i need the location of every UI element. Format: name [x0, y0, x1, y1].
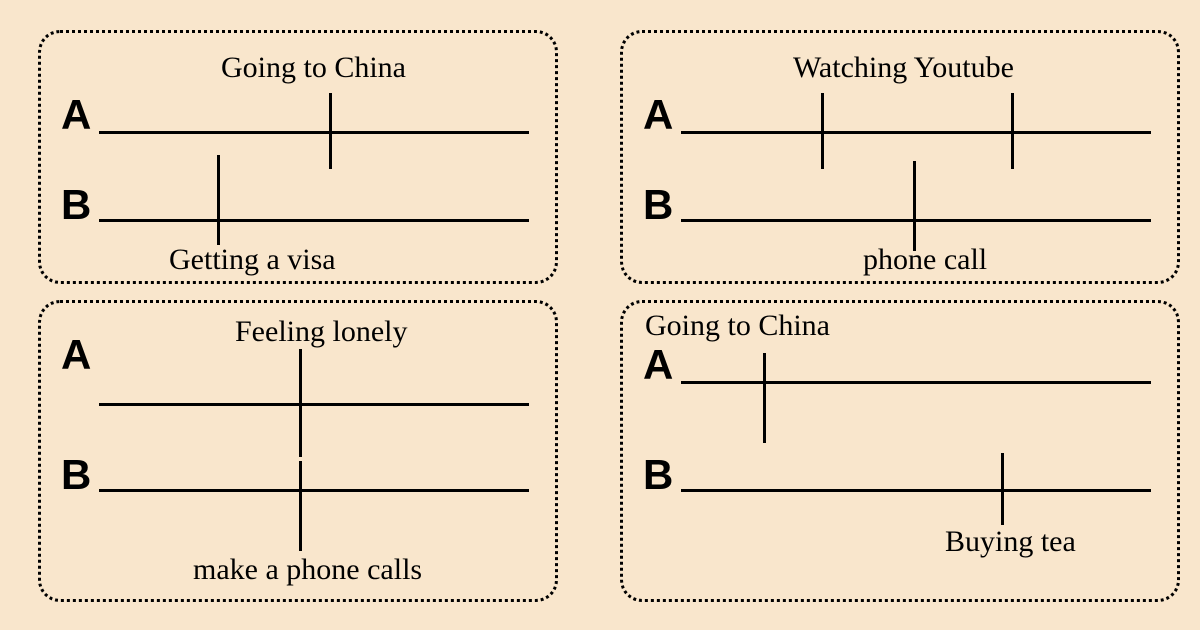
axis-label-a: A [643, 91, 673, 139]
event-label: make a phone calls [193, 553, 422, 587]
timeline-line [681, 489, 1151, 492]
timeline-line [681, 131, 1151, 134]
event-label: Buying tea [945, 525, 1076, 559]
timeline-line [99, 219, 529, 222]
timeline-line [681, 381, 1151, 384]
event-tick [299, 461, 302, 551]
axis-label-b: B [643, 181, 673, 229]
axis-label-a: A [61, 91, 91, 139]
timeline-line [99, 489, 529, 492]
panel-3: A B Feeling lonely make a phone calls [38, 300, 558, 602]
event-label: Getting a visa [169, 243, 336, 277]
event-tick [821, 93, 824, 169]
axis-label-a: A [61, 331, 91, 379]
event-label: Feeling lonely [235, 315, 407, 349]
axis-label-a: A [643, 341, 673, 389]
event-label: Going to China [221, 51, 406, 85]
panel-2: AB Watching Youtube phone call [620, 30, 1180, 284]
timeline-line [99, 131, 529, 134]
axis-label-b: B [61, 451, 91, 499]
event-tick [329, 93, 332, 169]
event-tick [217, 155, 220, 245]
event-tick [1011, 93, 1014, 169]
panel-1: AB Going to China Getting a visa [38, 30, 558, 284]
event-tick [763, 353, 766, 443]
event-tick [299, 349, 302, 457]
axis-label-b: B [643, 451, 673, 499]
timeline-line [681, 219, 1151, 222]
event-label: Watching Youtube [793, 51, 1014, 85]
event-tick [1001, 453, 1004, 525]
event-tick [913, 161, 916, 251]
event-label: Going to China [645, 309, 830, 343]
panel-4: A B Going to China Buying tea [620, 300, 1180, 602]
axis-label-b: B [61, 181, 91, 229]
event-label: phone call [863, 243, 987, 277]
timeline-line [99, 403, 529, 406]
diagram-canvas: ABGoing to ChinaGetting a visaABWatching… [0, 0, 1200, 630]
